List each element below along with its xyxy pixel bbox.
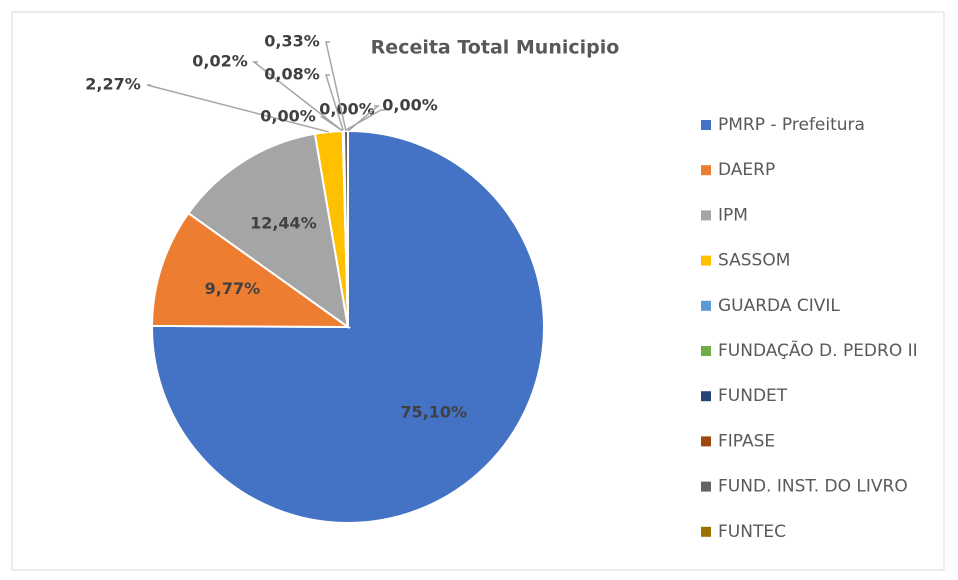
leader-line (325, 41, 347, 132)
legend-swatch (701, 526, 711, 537)
data-label: 0,33% (264, 32, 320, 51)
legend-label: FUNDET (718, 386, 788, 406)
leader-line (347, 105, 381, 132)
legend-swatch (701, 165, 711, 176)
legend-label: FIPASE (718, 431, 775, 451)
legend-label: SASSOM (718, 251, 790, 271)
chart-title: Receita Total Municipio (371, 37, 620, 59)
data-label: 0,02% (192, 52, 248, 71)
data-label: 0,08% (264, 65, 320, 84)
legend-label: FUNDAÇÃO D. PEDRO II (718, 339, 918, 361)
data-label: 0,00% (260, 107, 316, 126)
data-label: 0,00% (382, 96, 438, 115)
legend-label: FUNTEC (718, 522, 786, 542)
data-label: 9,77% (205, 279, 261, 298)
pie-slice (150, 211, 352, 329)
legend-swatch (701, 481, 711, 492)
data-label: 12,44% (250, 214, 317, 233)
legend-label: FUND. INST. DO LIVRO (718, 477, 908, 497)
pie-slice (150, 129, 545, 524)
legend-swatch (701, 120, 711, 130)
legend-label: GUARDA CIVIL (718, 296, 840, 316)
legend-swatch (701, 300, 711, 311)
data-label: 0,00% (319, 100, 375, 119)
legend-swatch (701, 346, 711, 356)
legend-swatch (701, 391, 711, 402)
leader-line (319, 116, 344, 132)
leader-line (324, 74, 345, 132)
data-label: 2,27% (85, 75, 141, 94)
legend-label: PMRP - Prefeitura (718, 115, 865, 135)
leader-line (146, 84, 329, 133)
data-label: 75,10% (400, 403, 467, 422)
legend-swatch (701, 210, 711, 221)
legend-label: DAERP (718, 160, 775, 180)
legend-label: IPM (718, 205, 748, 225)
pie-slice (187, 132, 350, 330)
leader-line (251, 61, 344, 132)
legend-swatch (701, 436, 711, 447)
legend-swatch (701, 255, 711, 266)
